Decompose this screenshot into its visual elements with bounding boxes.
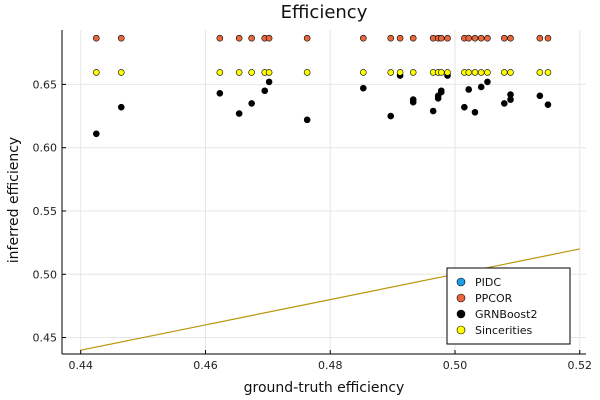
reference-line xyxy=(80,248,580,351)
legend-entry: PPCOR xyxy=(475,292,513,305)
axes xyxy=(61,30,586,355)
data-point xyxy=(265,69,273,76)
data-point xyxy=(500,69,508,76)
data-point xyxy=(444,69,451,76)
data-point xyxy=(409,69,417,76)
data-point xyxy=(303,69,311,76)
series-ppcor xyxy=(93,34,552,42)
data-point xyxy=(248,69,255,76)
data-point xyxy=(437,69,445,76)
data-point xyxy=(396,69,404,76)
x-tick-label: 0.46 xyxy=(193,359,218,372)
data-point xyxy=(544,69,552,76)
data-point xyxy=(544,101,552,108)
data-point xyxy=(477,34,485,42)
y-tick-label: 0.65 xyxy=(33,78,58,91)
y-tick-label: 0.45 xyxy=(33,332,58,345)
data-point xyxy=(444,34,451,42)
data-point xyxy=(216,89,224,97)
data-point xyxy=(471,108,479,116)
data-point xyxy=(117,103,125,111)
legend-marker xyxy=(456,293,466,303)
legend-marker xyxy=(456,277,466,287)
data-point xyxy=(429,107,437,115)
data-point xyxy=(216,34,224,42)
data-point xyxy=(507,34,514,42)
reference-line-layer xyxy=(80,248,580,351)
series-sincerities xyxy=(93,69,552,76)
data-point xyxy=(265,78,273,86)
data-point xyxy=(507,91,514,98)
data-point xyxy=(536,92,544,100)
data-point xyxy=(461,103,468,111)
x-tick-label: 0.50 xyxy=(443,359,468,372)
data-point xyxy=(465,34,473,42)
data-point xyxy=(484,69,491,76)
data-point xyxy=(93,69,100,76)
legend: PIDC PPCOR GRNBoost2 Sincerities xyxy=(446,267,571,345)
data-point xyxy=(387,112,395,120)
data-point xyxy=(248,100,255,107)
points-layer xyxy=(93,34,552,138)
legend-box xyxy=(446,267,571,345)
data-point xyxy=(93,130,100,138)
x-tick-label: 0.52 xyxy=(568,359,593,372)
data-point xyxy=(484,34,491,42)
data-point xyxy=(477,83,485,91)
x-tick-label: 0.44 xyxy=(68,359,93,372)
data-point xyxy=(303,34,311,42)
data-point xyxy=(117,34,125,42)
data-point xyxy=(359,69,367,76)
data-point xyxy=(93,34,100,42)
data-point xyxy=(536,69,544,76)
data-point xyxy=(500,100,508,107)
legend-entry: Sincerities xyxy=(475,324,533,337)
x-tick-label: 0.48 xyxy=(318,359,343,372)
data-point xyxy=(536,34,544,42)
data-point xyxy=(261,87,269,95)
data-point xyxy=(471,69,479,76)
data-point xyxy=(216,69,224,76)
legend-entry: PIDC xyxy=(475,276,501,289)
data-point xyxy=(387,34,395,42)
data-point xyxy=(409,98,417,106)
data-point xyxy=(544,34,552,42)
data-point xyxy=(477,69,485,76)
data-point xyxy=(507,69,514,76)
x-axis-label: ground-truth efficiency xyxy=(244,380,405,396)
data-point xyxy=(471,34,479,42)
data-point xyxy=(235,69,243,76)
data-point xyxy=(465,86,473,93)
data-point xyxy=(359,84,367,92)
data-point xyxy=(500,34,508,42)
data-point xyxy=(465,69,473,76)
legend-marker xyxy=(456,325,466,335)
data-point xyxy=(235,110,243,117)
data-point xyxy=(409,34,417,42)
data-point xyxy=(235,34,243,42)
data-point xyxy=(303,116,311,124)
data-point xyxy=(484,78,491,86)
legend-entry: GRNBoost2 xyxy=(475,308,537,321)
data-point xyxy=(437,34,445,42)
data-point xyxy=(359,34,367,42)
data-point xyxy=(387,69,395,76)
legend-marker xyxy=(456,309,466,319)
data-point xyxy=(265,34,273,42)
chart-title: Efficiency xyxy=(281,2,368,23)
data-point xyxy=(248,34,255,42)
data-point xyxy=(396,34,404,42)
y-tick-label: 0.50 xyxy=(33,268,58,281)
y-axis-label: inferred efficiency xyxy=(6,137,22,263)
tick-labels: 0.44 0.46 0.48 0.50 0.52 0.45 0.50 0.55 0.60 0.65 xyxy=(33,78,593,372)
y-tick-label: 0.55 xyxy=(33,205,58,218)
y-tick-label: 0.60 xyxy=(33,142,58,155)
data-point xyxy=(437,87,445,95)
data-point xyxy=(117,69,125,76)
